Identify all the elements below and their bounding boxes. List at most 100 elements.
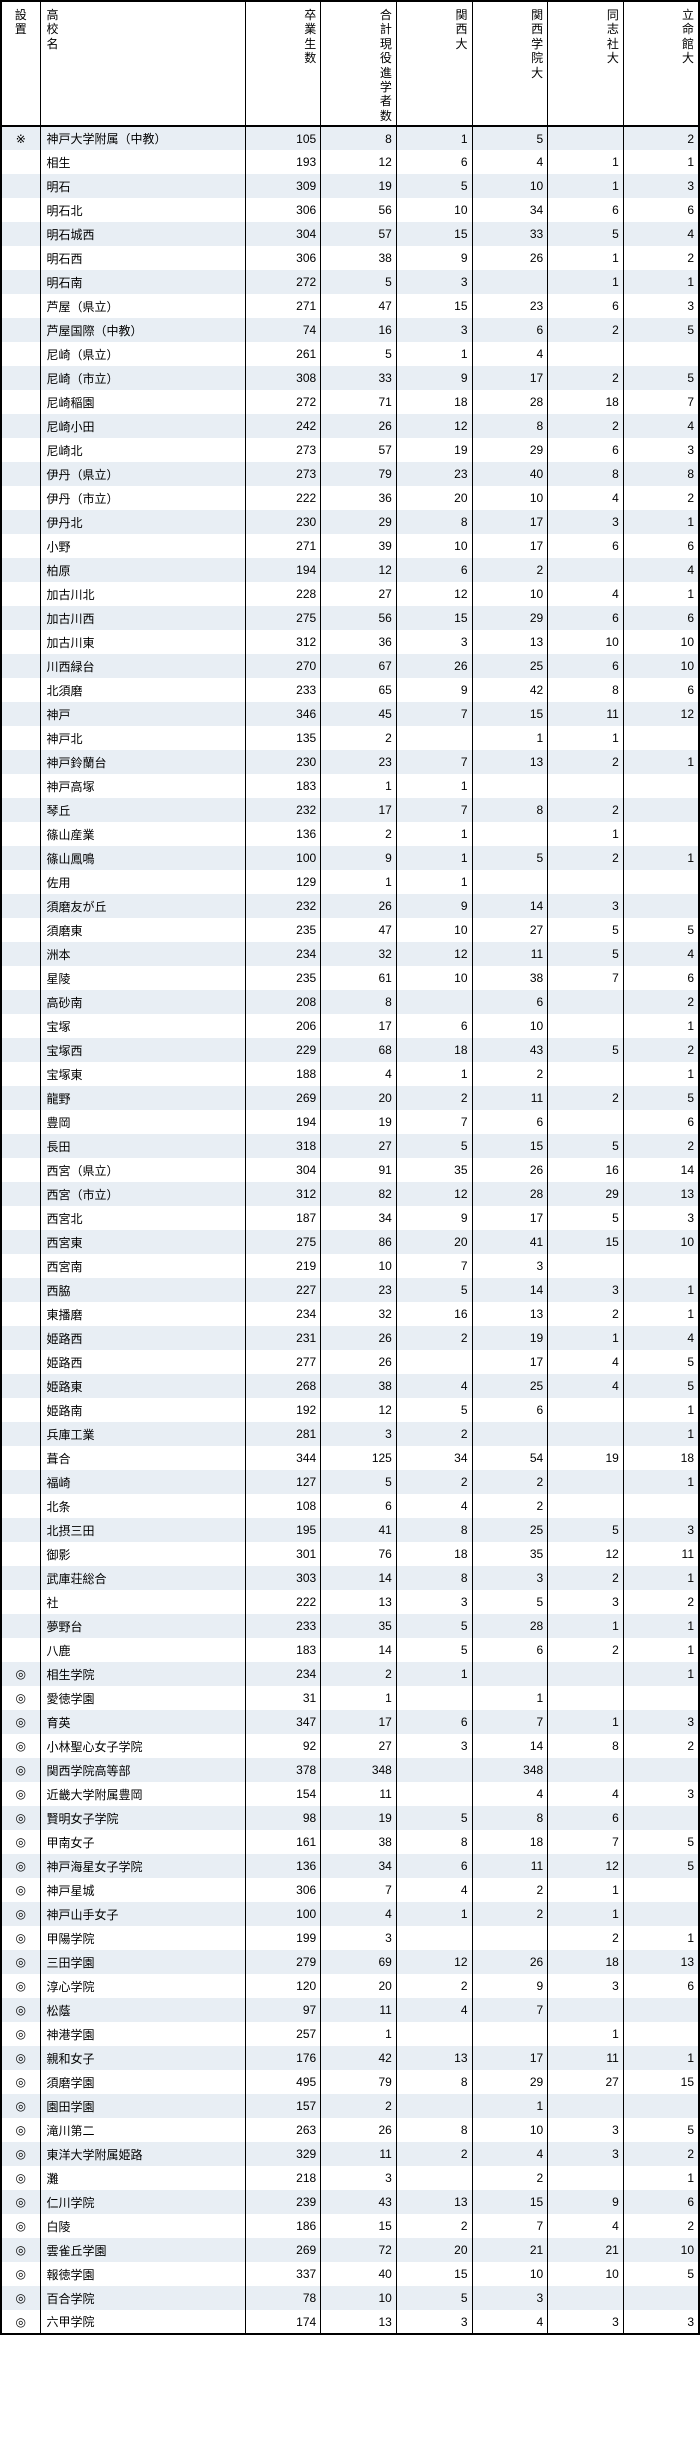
cell-total: 79	[321, 2070, 397, 2094]
cell-total: 72	[321, 2238, 397, 2262]
table-row: 西宮南2191073	[1, 1254, 699, 1278]
cell-kangaku: 43	[472, 1038, 548, 1062]
cell-name: 豊岡	[40, 1110, 245, 1134]
cell-grad: 495	[245, 2070, 321, 2094]
cell-grad: 277	[245, 1350, 321, 1374]
cell-grad: 271	[245, 534, 321, 558]
cell-name: 神戸鈴蘭台	[40, 750, 245, 774]
cell-kansai: 3	[396, 270, 472, 294]
cell-total: 19	[321, 174, 397, 198]
cell-grad: 272	[245, 390, 321, 414]
cell-setti: ◎	[1, 2070, 40, 2094]
cell-ritsumei: 1	[623, 1422, 699, 1446]
cell-setti: ◎	[1, 2214, 40, 2238]
cell-doshisha: 6	[548, 654, 624, 678]
cell-grad: 263	[245, 2118, 321, 2142]
table-row: 篠山鳳鳴10091521	[1, 846, 699, 870]
cell-setti	[1, 1254, 40, 1278]
cell-name: 育英	[40, 1710, 245, 1734]
cell-ritsumei: 5	[623, 318, 699, 342]
table-row: ◎百合学院781053	[1, 2286, 699, 2310]
cell-total: 56	[321, 606, 397, 630]
table-row: 宝塚西22968184352	[1, 1038, 699, 1062]
cell-kansai: 1	[396, 1902, 472, 1926]
cell-total: 61	[321, 966, 397, 990]
cell-name: 百合学院	[40, 2286, 245, 2310]
table-row: ◎小林聖心女子学院922731482	[1, 1734, 699, 1758]
cell-ritsumei: 3	[623, 438, 699, 462]
cell-name: 須磨友が丘	[40, 894, 245, 918]
cell-kangaku: 11	[472, 1854, 548, 1878]
cell-kangaku: 17	[472, 534, 548, 558]
cell-grad: 234	[245, 1302, 321, 1326]
cell-doshisha: 4	[548, 582, 624, 606]
cell-kangaku: 8	[472, 798, 548, 822]
table-row: ◎六甲学院174133433	[1, 2310, 699, 2334]
table-row: 神戸高塚18311	[1, 774, 699, 798]
cell-total: 3	[321, 1422, 397, 1446]
cell-doshisha: 10	[548, 2262, 624, 2286]
cell-ritsumei: 3	[623, 1710, 699, 1734]
cell-grad: 231	[245, 1326, 321, 1350]
cell-setti: ◎	[1, 1686, 40, 1710]
cell-ritsumei: 10	[623, 1230, 699, 1254]
cell-grad: 272	[245, 270, 321, 294]
cell-setti	[1, 294, 40, 318]
cell-grad: 306	[245, 1878, 321, 1902]
cell-grad: 194	[245, 558, 321, 582]
cell-name: 甲南女子	[40, 1830, 245, 1854]
cell-ritsumei: 2	[623, 990, 699, 1014]
cell-grad: 222	[245, 486, 321, 510]
cell-name: 社	[40, 1590, 245, 1614]
cell-doshisha: 18	[548, 1950, 624, 1974]
cell-kangaku: 21	[472, 2238, 548, 2262]
cell-kangaku	[472, 2022, 548, 2046]
cell-setti: ◎	[1, 1662, 40, 1686]
cell-ritsumei	[623, 1998, 699, 2022]
cell-doshisha	[548, 2166, 624, 2190]
cell-kansai: 2	[396, 1470, 472, 1494]
cell-doshisha	[548, 990, 624, 1014]
cell-total: 5	[321, 342, 397, 366]
cell-setti	[1, 870, 40, 894]
cell-total: 8	[321, 126, 397, 150]
cell-kangaku: 2	[472, 1494, 548, 1518]
cell-total: 57	[321, 438, 397, 462]
cell-grad: 219	[245, 1254, 321, 1278]
cell-kansai: 15	[396, 2262, 472, 2286]
cell-ritsumei: 2	[623, 2214, 699, 2238]
table-row: 伊丹北2302981731	[1, 510, 699, 534]
cell-name: 賢明女子学院	[40, 1806, 245, 1830]
cell-name: 西宮北	[40, 1206, 245, 1230]
cell-doshisha: 12	[548, 1542, 624, 1566]
table-row: 高砂南208862	[1, 990, 699, 1014]
cell-grad: 235	[245, 966, 321, 990]
cell-doshisha: 3	[548, 1590, 624, 1614]
table-row: ◎甲陽学院199321	[1, 1926, 699, 1950]
cell-grad: 301	[245, 1542, 321, 1566]
cell-kangaku: 15	[472, 702, 548, 726]
cell-total: 14	[321, 1566, 397, 1590]
cell-doshisha: 3	[548, 2118, 624, 2142]
cell-name: 神戸星城	[40, 1878, 245, 1902]
cell-setti	[1, 1182, 40, 1206]
cell-setti: ◎	[1, 1902, 40, 1926]
cell-grad: 208	[245, 990, 321, 1014]
cell-grad: 183	[245, 774, 321, 798]
cell-name: 明石	[40, 174, 245, 198]
cell-ritsumei: 1	[623, 1470, 699, 1494]
cell-setti	[1, 1374, 40, 1398]
cell-kangaku: 10	[472, 1014, 548, 1038]
cell-doshisha	[548, 342, 624, 366]
cell-name: 伊丹（県立）	[40, 462, 245, 486]
cell-name: 東播磨	[40, 1302, 245, 1326]
cell-kangaku: 23	[472, 294, 548, 318]
cell-ritsumei: 10	[623, 630, 699, 654]
cell-kangaku: 15	[472, 2190, 548, 2214]
cell-ritsumei	[623, 2286, 699, 2310]
cell-total: 38	[321, 1830, 397, 1854]
cell-total: 4	[321, 1902, 397, 1926]
cell-name: 明石西	[40, 246, 245, 270]
cell-ritsumei: 1	[623, 1062, 699, 1086]
cell-doshisha: 3	[548, 894, 624, 918]
